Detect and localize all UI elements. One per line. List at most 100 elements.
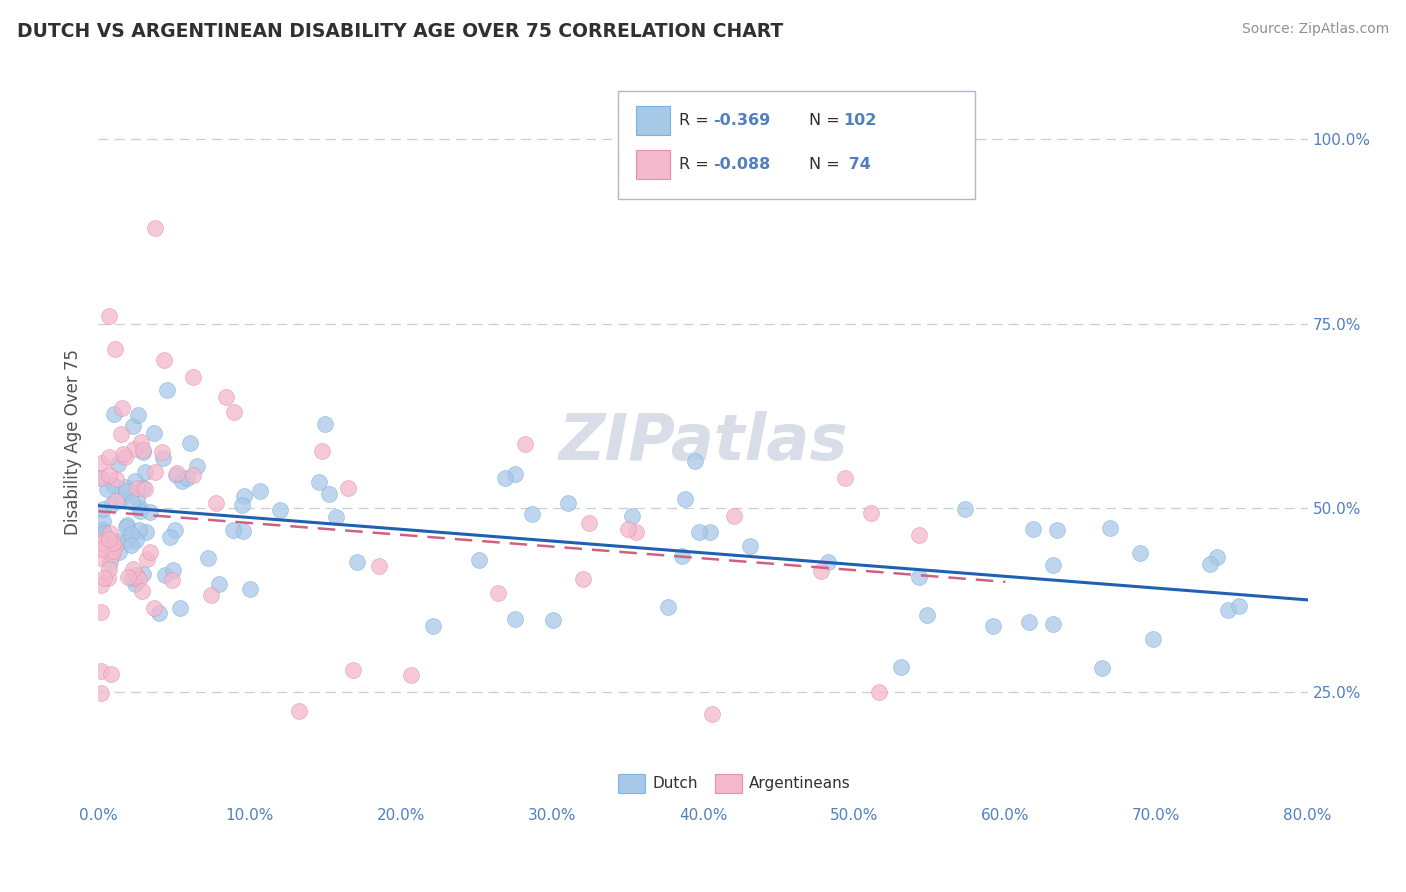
Point bbox=[1021, 522, 1043, 536]
Point bbox=[325, 510, 347, 524]
Point bbox=[308, 475, 330, 489]
Point bbox=[103, 540, 125, 554]
Point bbox=[139, 505, 162, 519]
Point bbox=[1042, 617, 1064, 632]
Point bbox=[129, 501, 152, 516]
Point bbox=[503, 612, 526, 626]
Point bbox=[1129, 546, 1152, 560]
Point bbox=[165, 523, 187, 537]
Text: 102: 102 bbox=[844, 113, 876, 128]
Point bbox=[124, 474, 146, 488]
FancyBboxPatch shape bbox=[716, 774, 742, 793]
Point bbox=[129, 503, 152, 517]
Point bbox=[101, 548, 124, 562]
Point bbox=[110, 401, 132, 416]
Point bbox=[100, 666, 122, 681]
Point bbox=[515, 436, 537, 450]
Point bbox=[1091, 660, 1114, 674]
FancyBboxPatch shape bbox=[637, 150, 671, 178]
Point bbox=[114, 450, 136, 465]
Text: 74: 74 bbox=[844, 157, 872, 171]
Point bbox=[288, 704, 311, 718]
Point bbox=[205, 496, 228, 510]
Point bbox=[688, 525, 710, 540]
Point bbox=[1046, 524, 1069, 538]
Point bbox=[181, 370, 204, 384]
Point bbox=[131, 583, 153, 598]
Point bbox=[98, 533, 121, 547]
Point bbox=[342, 663, 364, 677]
Point bbox=[541, 613, 564, 627]
Point bbox=[181, 467, 204, 482]
Point bbox=[91, 541, 114, 556]
Point bbox=[100, 555, 122, 569]
Point bbox=[125, 491, 148, 505]
Point bbox=[103, 407, 125, 421]
FancyBboxPatch shape bbox=[619, 91, 976, 200]
Point bbox=[97, 571, 120, 585]
Point bbox=[908, 528, 931, 542]
Point bbox=[917, 607, 939, 622]
Point bbox=[197, 551, 219, 566]
Point bbox=[172, 474, 194, 488]
Point bbox=[1142, 632, 1164, 646]
Point bbox=[110, 492, 132, 507]
Point bbox=[368, 559, 391, 574]
Point bbox=[468, 553, 491, 567]
Point bbox=[683, 454, 706, 468]
Point bbox=[105, 494, 128, 508]
Point bbox=[104, 343, 127, 357]
Point bbox=[127, 408, 149, 422]
Point bbox=[232, 489, 254, 503]
Point bbox=[817, 555, 839, 569]
Text: Dutch: Dutch bbox=[652, 776, 697, 791]
Point bbox=[121, 571, 143, 585]
Point bbox=[346, 555, 368, 569]
Point bbox=[135, 551, 157, 566]
Point bbox=[572, 572, 595, 586]
Point bbox=[156, 383, 179, 397]
Point bbox=[128, 523, 150, 537]
Point bbox=[90, 577, 112, 591]
Point bbox=[90, 605, 112, 619]
Point bbox=[90, 457, 112, 471]
Point bbox=[626, 524, 648, 539]
Point bbox=[93, 525, 115, 540]
Point bbox=[834, 471, 856, 485]
Text: DUTCH VS ARGENTINEAN DISABILITY AGE OVER 75 CORRELATION CHART: DUTCH VS ARGENTINEAN DISABILITY AGE OVER… bbox=[17, 22, 783, 41]
Text: N =: N = bbox=[810, 113, 845, 128]
Point bbox=[121, 495, 143, 509]
Point bbox=[162, 563, 184, 577]
Point bbox=[120, 527, 142, 541]
Point bbox=[981, 618, 1004, 632]
Point bbox=[98, 450, 121, 464]
Point bbox=[868, 685, 890, 699]
Text: Argentineans: Argentineans bbox=[749, 776, 851, 791]
Point bbox=[1218, 602, 1240, 616]
Text: Source: ZipAtlas.com: Source: ZipAtlas.com bbox=[1241, 22, 1389, 37]
Point bbox=[105, 472, 128, 486]
Point bbox=[105, 534, 128, 549]
Point bbox=[232, 524, 254, 538]
Point bbox=[617, 522, 640, 536]
Point bbox=[90, 533, 112, 548]
Point bbox=[117, 570, 139, 584]
Text: -0.088: -0.088 bbox=[713, 157, 770, 171]
Point bbox=[143, 220, 166, 235]
Point bbox=[269, 503, 291, 517]
Point bbox=[132, 566, 155, 581]
Point bbox=[1018, 615, 1040, 630]
Point bbox=[176, 470, 198, 484]
Point bbox=[143, 601, 166, 615]
Text: -0.369: -0.369 bbox=[713, 113, 770, 128]
Point bbox=[215, 390, 238, 404]
Point bbox=[97, 309, 120, 323]
Point bbox=[723, 509, 745, 524]
Point bbox=[224, 405, 246, 419]
Point bbox=[90, 550, 112, 565]
Point bbox=[135, 525, 157, 540]
Point bbox=[810, 564, 832, 578]
Text: R =: R = bbox=[679, 157, 714, 171]
Point bbox=[142, 425, 165, 440]
Point bbox=[90, 686, 112, 700]
